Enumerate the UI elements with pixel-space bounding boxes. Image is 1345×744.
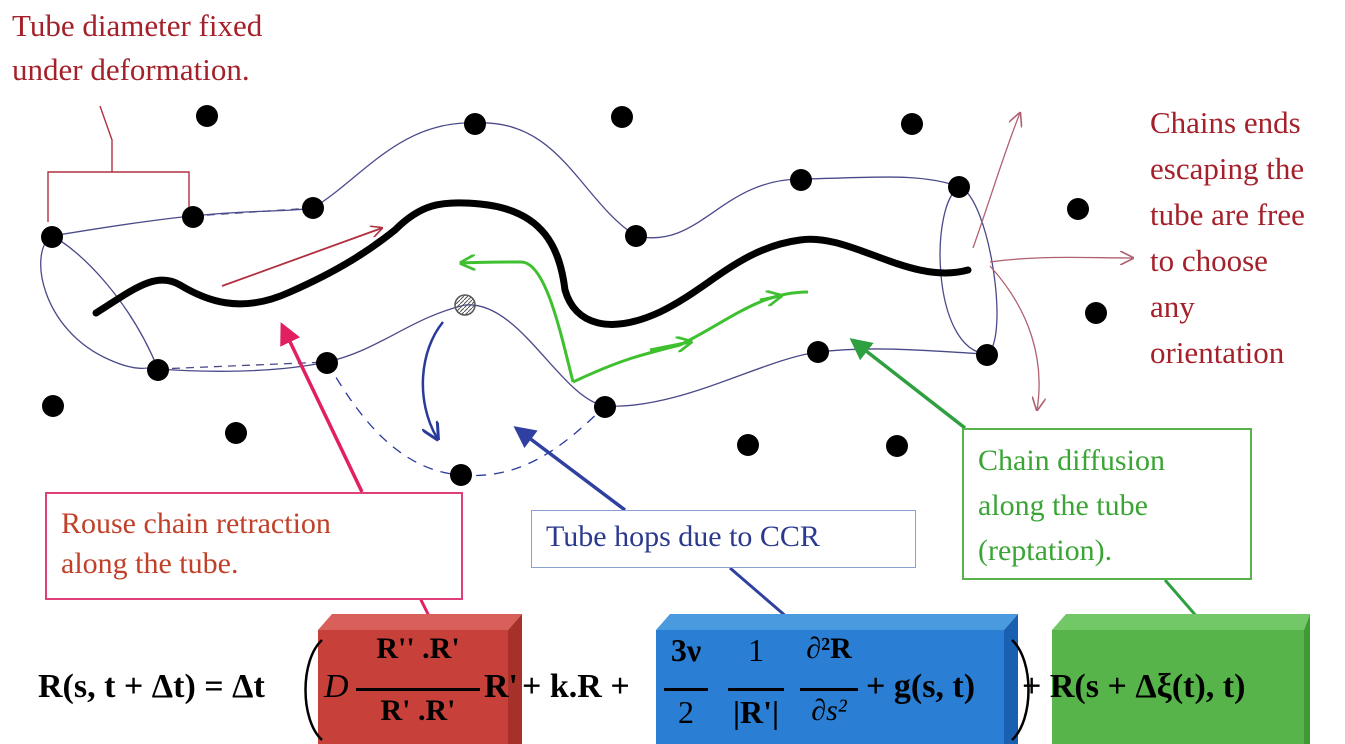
escape-arrows xyxy=(972,113,1133,410)
term5: + R(s + Δξ(t), t) xyxy=(1022,668,1246,705)
term3-denominator: 2 xyxy=(678,694,694,730)
chain-ends-label: Chains ends escaping the tube are free t… xyxy=(1150,100,1305,376)
term3c-numerator: ∂²R xyxy=(806,632,852,665)
dot xyxy=(790,169,812,191)
term3-fraction-bar xyxy=(664,688,708,691)
released-constraint-dot xyxy=(454,294,476,316)
reptation-pointer-arrow xyxy=(849,338,967,430)
rouse-line-2: along the tube. xyxy=(61,547,239,580)
rouse-box: Rouse chain retraction along the tube. xyxy=(45,492,463,600)
term3c-fraction-bar xyxy=(800,688,858,691)
tube-diameter-label: Tube diameter fixed under deformation. xyxy=(12,4,262,92)
ccr-hop-curve xyxy=(421,321,444,438)
dot xyxy=(886,435,908,457)
term1-tail: R' xyxy=(484,668,518,705)
reptation-line-2: along the tube xyxy=(978,489,1148,522)
dot xyxy=(625,225,647,247)
term1-coefficient: D xyxy=(324,668,349,705)
ccr-box: Tube hops due to CCR xyxy=(531,510,916,568)
dot xyxy=(182,206,204,228)
dot xyxy=(41,226,63,248)
dot xyxy=(196,105,218,127)
left-paren xyxy=(304,639,323,741)
tube-diameter-line-2: under deformation. xyxy=(12,52,250,87)
ccr-text: Tube hops due to CCR xyxy=(546,520,820,553)
dot xyxy=(737,434,759,456)
dot xyxy=(807,341,829,363)
term1-denominator: R' .R' xyxy=(380,694,456,727)
term1-fraction-bar xyxy=(356,688,480,691)
dot xyxy=(225,422,247,444)
chain-ends-line-4: to choose xyxy=(1150,243,1268,278)
dot xyxy=(302,197,324,219)
reptation-line-1: Chain diffusion xyxy=(978,444,1165,477)
term4: + g(s, t) xyxy=(866,668,976,705)
chain-ends-line-1: Chains ends xyxy=(1150,105,1301,140)
term3b-numerator: 1 xyxy=(748,632,764,668)
term3-numerator: 3ν xyxy=(670,632,702,668)
chain-ends-line-5: any xyxy=(1150,289,1195,324)
equation-lhs: R(s, t + Δt) = Δt xyxy=(38,668,265,705)
term-block-blue xyxy=(656,614,1018,744)
dot xyxy=(316,352,338,374)
term2: + k.R + xyxy=(522,668,630,705)
dot xyxy=(976,344,998,366)
dot xyxy=(901,113,923,135)
ccr-pointer-arrow xyxy=(513,426,627,512)
reptation-line-3: (reptation). xyxy=(978,534,1113,567)
rouse-pointer-arrow xyxy=(280,322,364,493)
term3b-denominator: |R'| xyxy=(732,694,780,730)
term1-numerator: R'' .R' xyxy=(376,632,460,665)
dot xyxy=(1085,302,1107,324)
term-block-red xyxy=(318,614,522,744)
tube-outline xyxy=(40,122,998,477)
term3b-fraction-bar xyxy=(728,688,784,691)
dot xyxy=(594,396,616,418)
chain-ends-line-3: tube are free xyxy=(1150,197,1305,232)
dot xyxy=(948,176,970,198)
dot xyxy=(1067,198,1089,220)
dot xyxy=(450,464,472,486)
tube-diameter-line-1: Tube diameter fixed xyxy=(12,8,263,43)
dot xyxy=(464,113,486,135)
reptation-curves xyxy=(462,262,809,384)
dot xyxy=(42,395,64,417)
polymer-chain xyxy=(92,199,972,328)
ccr-to-block-line xyxy=(729,566,789,620)
tube-diameter-bracket xyxy=(47,105,190,222)
term-block-green xyxy=(1052,614,1310,744)
reptation-to-block-line xyxy=(1163,579,1200,619)
dot xyxy=(147,359,169,381)
right-paren xyxy=(1011,639,1030,741)
dot xyxy=(611,106,633,128)
reptation-box: Chain diffusion along the tube (reptatio… xyxy=(962,428,1252,580)
chain-ends-line-2: escaping the xyxy=(1150,151,1305,186)
entanglement-dots xyxy=(41,105,1107,486)
term3c-denominator: ∂s² xyxy=(811,694,847,727)
chain-ends-line-6: orientation xyxy=(1150,335,1285,370)
retraction-arrow xyxy=(221,228,382,287)
rouse-line-1: Rouse chain retraction xyxy=(61,507,331,540)
